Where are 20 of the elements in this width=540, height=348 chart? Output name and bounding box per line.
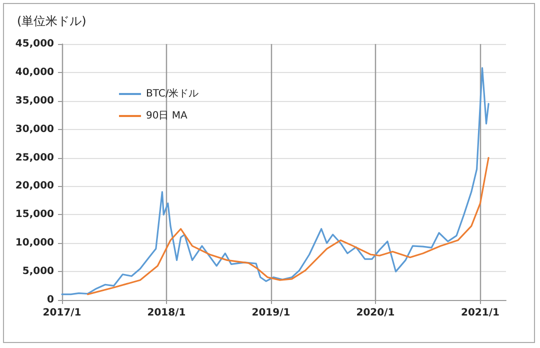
- x-tick-label: 2018/1: [147, 308, 186, 318]
- x-tick-label: 2020/1: [356, 308, 395, 318]
- y-tick-label: 40,000: [15, 66, 54, 78]
- x-tick-label: 2021/1: [461, 308, 500, 318]
- x-tick-label: 2019/1: [252, 308, 290, 318]
- y-tick-label: 35,000: [15, 95, 54, 106]
- y-tick-label: 15,000: [15, 209, 54, 220]
- y-tick-label: 20,000: [15, 180, 54, 192]
- y-tick-label: 30,000: [15, 124, 54, 135]
- line-series: [86, 156, 490, 296]
- y-tick-label: 25,000: [15, 152, 54, 164]
- line-series: [61, 67, 490, 296]
- y-tick-label: 45,000: [15, 38, 54, 50]
- x-tick-label: 2017/1: [42, 308, 82, 318]
- y-tick-label: 5,000: [22, 266, 54, 278]
- y-tick-label: 10,000: [15, 238, 54, 249]
- legend-label: BTC/米ドル: [146, 88, 199, 100]
- legend-label: 90日 MA: [146, 110, 188, 122]
- y-tick-label: 0: [47, 294, 54, 306]
- y-axis-title: (単位米ドル): [17, 14, 86, 28]
